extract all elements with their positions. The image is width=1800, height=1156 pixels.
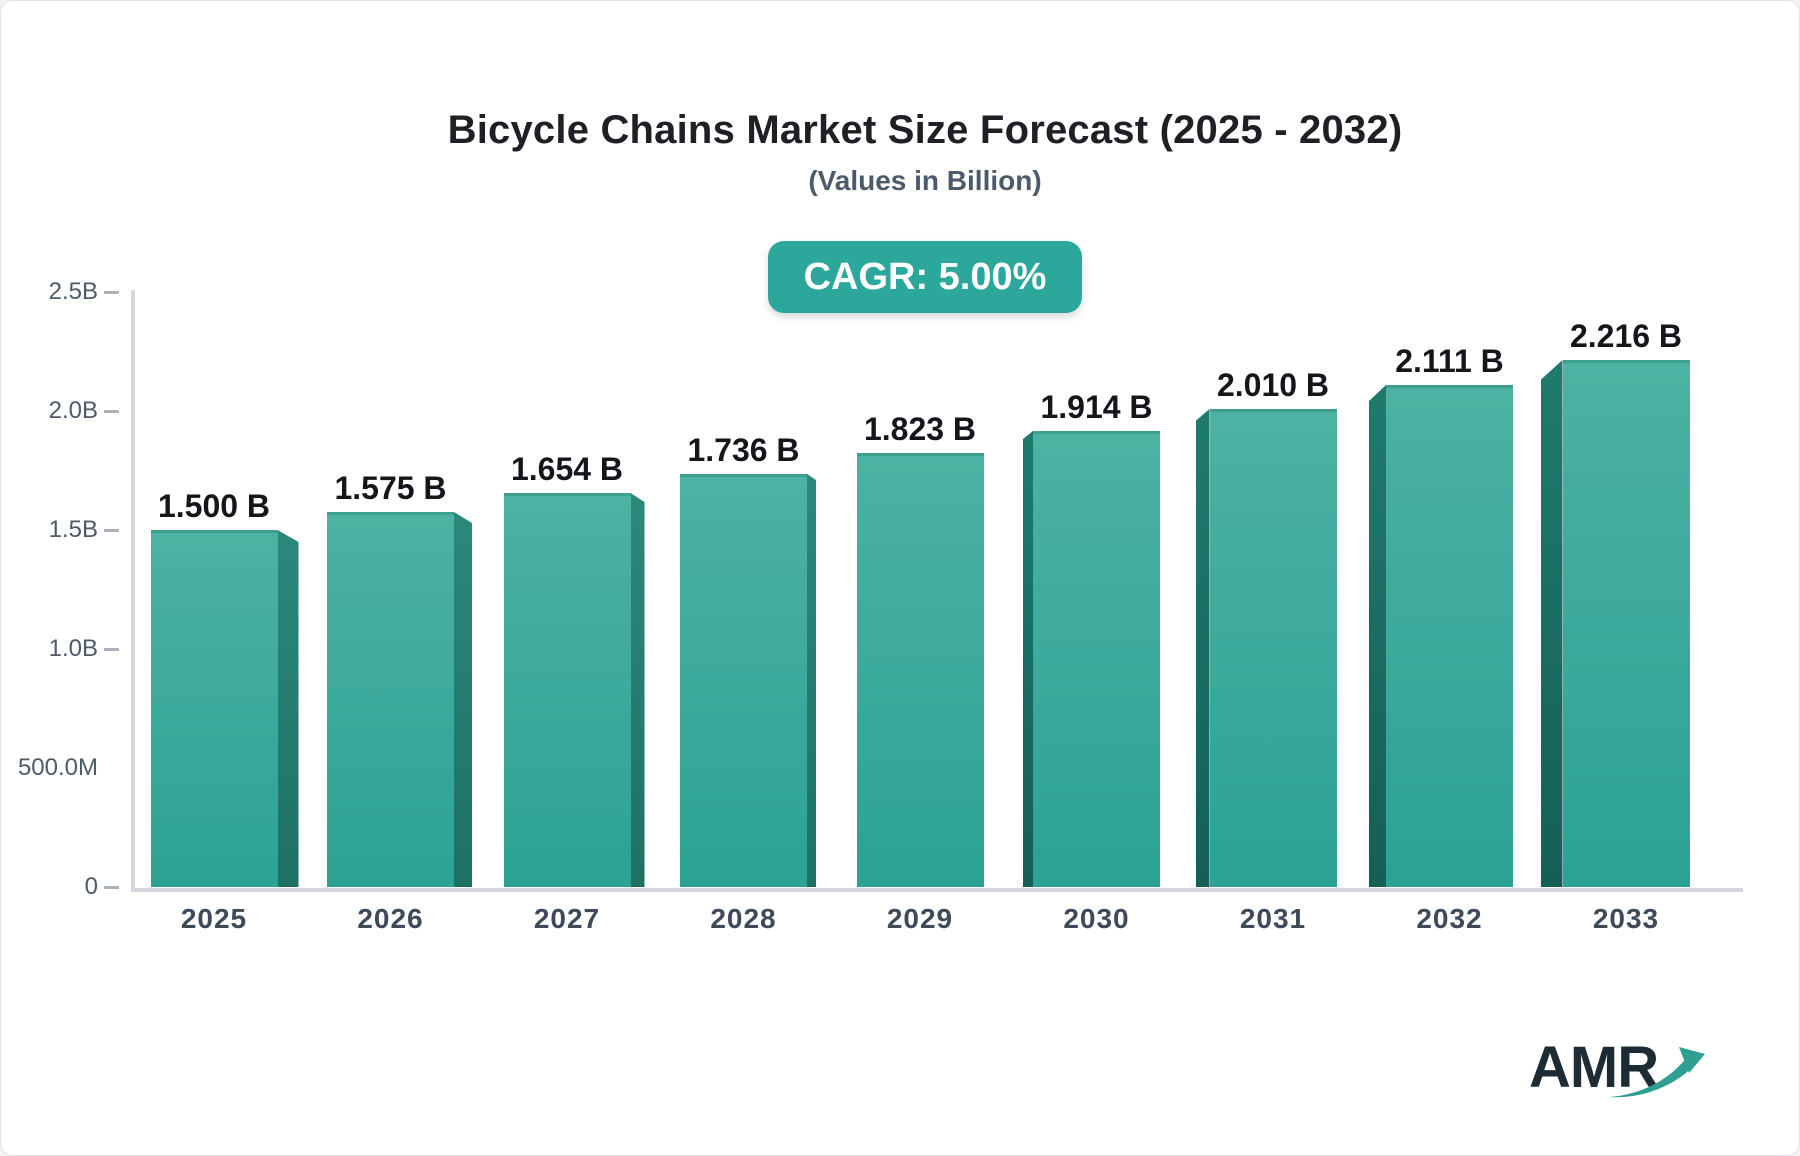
y-tick-dash [104, 529, 119, 532]
x-axis-line [131, 888, 1743, 892]
bar-side [1369, 385, 1386, 887]
cagr-badge: CAGR: 5.00% [767, 241, 1083, 313]
y-tick-label: 0 [84, 873, 98, 900]
x-tick-label: 2026 [357, 903, 424, 934]
chart-title: Bicycle Chains Market Size Forecast (202… [447, 108, 1403, 152]
y-tick-dash [104, 291, 119, 294]
bar-side [807, 474, 816, 887]
x-tick-label: 2025 [180, 903, 248, 934]
amr-logo-text: AMR [1529, 1035, 1659, 1100]
chart-header: Bicycle Chains Market Size Forecast (202… [131, 1, 1719, 313]
bar-value-label: 1.736 B [687, 432, 800, 468]
bar-value-label: 1.654 B [510, 451, 624, 487]
x-tick-label: 2033 [1592, 903, 1660, 934]
y-tick-label: 2.5B [48, 278, 98, 305]
bar-side [630, 493, 645, 887]
bar[interactable] [680, 474, 807, 887]
bar[interactable] [327, 512, 454, 887]
bar-value-label: 1.575 B [334, 470, 447, 506]
y-tick-label: 1.0B [48, 635, 98, 662]
bar-value-label: 1.823 B [863, 411, 977, 447]
x-tick-label: 2027 [533, 903, 601, 934]
bar-value-label: 1.500 B [157, 488, 271, 524]
bar[interactable] [1033, 431, 1160, 887]
y-tick-dash [104, 648, 119, 651]
bar-value-label: 2.216 B [1569, 318, 1683, 354]
bar-side [454, 512, 472, 887]
bar-side [1023, 431, 1033, 887]
bar-value-label: 2.111 B [1395, 343, 1504, 379]
x-tick-label: 2031 [1239, 903, 1307, 934]
bar[interactable] [150, 530, 278, 887]
x-tick-label: 2028 [710, 903, 777, 934]
growth-arrow-icon [1609, 1047, 1705, 1098]
bar-value-label: 2.010 B [1216, 367, 1330, 403]
bar[interactable] [1562, 360, 1690, 887]
y-axis-line [131, 290, 135, 892]
y-tick-dash [104, 410, 119, 413]
bar-side [1540, 360, 1563, 887]
bar-value-label: 1.914 B [1040, 389, 1153, 425]
bar[interactable] [856, 453, 984, 887]
bar[interactable] [503, 493, 631, 887]
bar-side [1195, 409, 1210, 887]
x-tick-label: 2032 [1416, 903, 1483, 934]
y-tick-label: 2.0B [48, 397, 98, 424]
bar-side [277, 530, 299, 887]
chart-subtitle: (Values in Billion) [808, 165, 1042, 196]
x-tick-label: 2030 [1063, 903, 1130, 934]
amr-logo: AMR [1529, 1039, 1709, 1103]
bar[interactable] [1386, 385, 1513, 887]
x-tick-label: 2029 [886, 903, 954, 934]
bar[interactable] [1209, 409, 1337, 887]
y-tick-dash [104, 886, 119, 889]
y-tick-label: 500.0M [17, 754, 98, 781]
y-tick-label: 1.5B [48, 516, 98, 543]
